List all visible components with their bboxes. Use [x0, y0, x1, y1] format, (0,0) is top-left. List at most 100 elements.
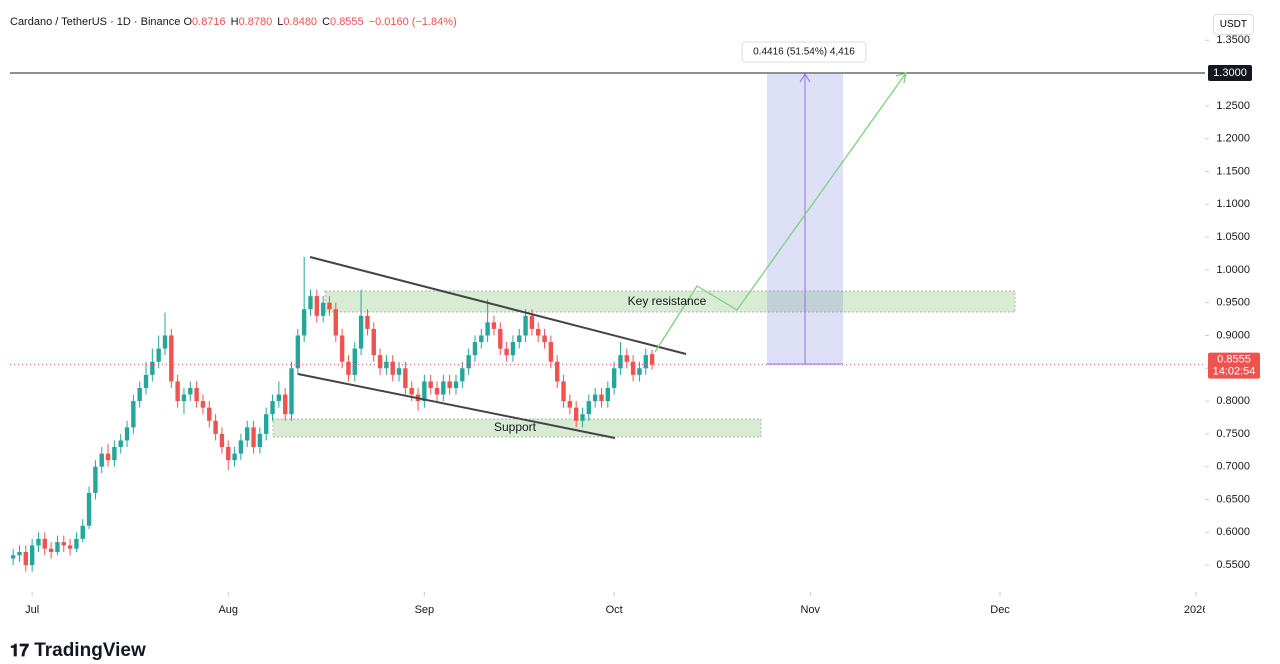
- candle-body: [536, 328, 541, 336]
- candle-body: [55, 542, 60, 552]
- ohlc-value: 0.8480: [283, 16, 318, 28]
- candle-body: [630, 361, 636, 375]
- candle-body: [479, 335, 484, 343]
- x-tick-label: Nov: [800, 604, 820, 616]
- candle-body: [377, 355, 383, 369]
- y-tick-label: 1.2000: [1216, 133, 1250, 145]
- y-tick-label: 1.2500: [1216, 100, 1250, 112]
- candle-body: [282, 394, 288, 415]
- level-label: 1.3000: [1213, 67, 1247, 79]
- candle-body: [460, 368, 465, 382]
- candle-body: [580, 414, 585, 421]
- y-tick-label: 1.3500: [1216, 34, 1250, 46]
- candle-body: [453, 381, 459, 388]
- candle-body: [181, 394, 187, 402]
- candle-body: [466, 355, 471, 369]
- support-label: Support: [494, 420, 537, 434]
- y-tick-label: 0.5500: [1216, 559, 1250, 571]
- x-tick-label: Aug: [218, 604, 238, 616]
- candle-body: [238, 440, 244, 454]
- candle-body: [308, 296, 313, 310]
- ohlc-value: 0.8716: [192, 16, 226, 28]
- candle-body: [586, 401, 592, 415]
- measure-label: 0.4416 (51.54%) 4,416: [753, 47, 855, 58]
- candle-body: [200, 401, 206, 408]
- x-tick-label: 2026: [1184, 604, 1208, 616]
- resistance-label: Key resistance: [628, 294, 707, 308]
- candle-body: [422, 381, 427, 402]
- candle-body: [257, 433, 263, 448]
- candle-body: [409, 387, 414, 395]
- ohlc-key: C: [322, 16, 331, 28]
- change: −0.0160 (−1.84%): [368, 16, 457, 28]
- candle-body: [156, 348, 161, 362]
- candle-body: [504, 348, 509, 356]
- y-tick-label: 0.7500: [1216, 428, 1250, 440]
- candle-body: [194, 387, 199, 402]
- projection-path: [654, 72, 907, 353]
- candle-body: [339, 335, 345, 362]
- candle-body: [346, 361, 351, 375]
- candle-body: [150, 361, 155, 375]
- candle-body: [251, 427, 256, 448]
- y-tick-label: 1.0000: [1216, 264, 1250, 276]
- candle-body: [403, 368, 408, 388]
- x-tick-label: Sep: [415, 604, 435, 616]
- candle-body: [226, 447, 231, 461]
- y-tick-label: 1.1000: [1216, 198, 1250, 210]
- symbol: Cardano / TetherUS · 1D · Binance: [10, 16, 181, 28]
- candle-body: [320, 302, 326, 316]
- trend-line-lower: [297, 373, 616, 439]
- candle-body: [74, 538, 79, 549]
- candle-body: [207, 407, 212, 421]
- level-label-box: [1208, 65, 1252, 82]
- y-tick-label: 0.9500: [1216, 297, 1250, 309]
- ohlc-value: 0.8780: [238, 16, 273, 28]
- candle-body: [301, 309, 307, 336]
- candle-body: [390, 361, 395, 375]
- candle-body: [510, 342, 516, 356]
- ohlc-key: O: [183, 16, 193, 28]
- candle-body: [67, 545, 73, 549]
- candle-body: [48, 548, 54, 552]
- measure-head: [799, 73, 811, 83]
- candle-body: [175, 381, 180, 402]
- candle-body: [618, 355, 623, 369]
- candle-body: [517, 335, 522, 343]
- candle-body: [314, 296, 320, 316]
- candle-body: [472, 342, 478, 356]
- y-tick-label: 0.6500: [1216, 493, 1250, 505]
- candle-body: [10, 555, 16, 559]
- candle-body: [289, 368, 294, 415]
- candle-body: [491, 322, 497, 329]
- candle-body: [573, 407, 579, 421]
- candle-body: [485, 322, 490, 336]
- candle-body: [599, 394, 604, 402]
- candle-body: [270, 401, 275, 415]
- ohlc-value: 0.8555: [330, 16, 364, 28]
- last-price-label: 0.8555: [1217, 354, 1251, 366]
- candle-body: [567, 401, 573, 408]
- last-price-box: [1208, 352, 1260, 379]
- candle-body: [371, 328, 376, 356]
- candle-body: [188, 387, 193, 395]
- candle-body: [124, 427, 130, 441]
- candle-body: [428, 381, 433, 388]
- x-tick-label: Oct: [606, 604, 623, 616]
- candle-body: [162, 335, 168, 349]
- candle-body: [396, 368, 402, 375]
- candle-body: [523, 315, 528, 336]
- currency-button[interactable]: USDT: [1212, 14, 1254, 35]
- candle-body: [131, 401, 136, 428]
- candle-body: [434, 387, 440, 395]
- candle-body: [86, 492, 92, 526]
- candle-body: [105, 453, 111, 461]
- candle-body: [213, 420, 218, 434]
- candle-body: [169, 335, 174, 382]
- candle-body: [333, 309, 338, 336]
- ohlc-key: L: [277, 16, 284, 28]
- candle-body: [441, 381, 446, 395]
- candle-body: [529, 315, 535, 329]
- candle-body: [112, 447, 117, 461]
